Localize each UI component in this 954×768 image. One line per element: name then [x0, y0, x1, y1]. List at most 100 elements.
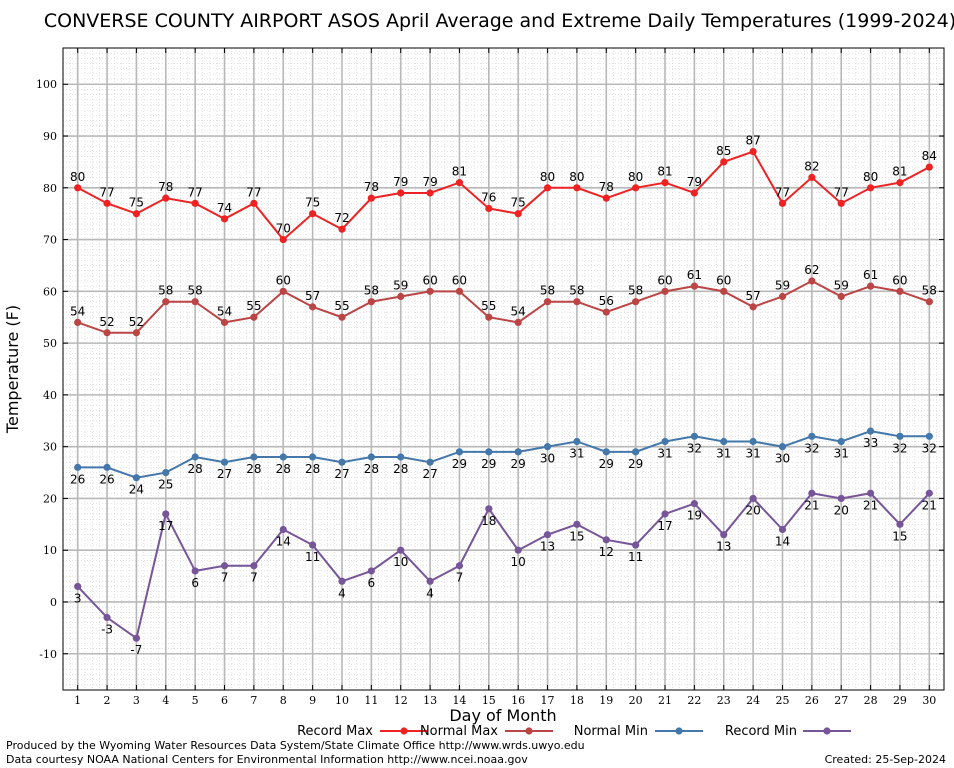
normal-max-data-label: 60 — [657, 273, 672, 287]
normal-min-point — [74, 463, 82, 471]
normal-max-point — [543, 298, 552, 306]
normal-min-point — [397, 453, 405, 461]
record-min-point — [632, 541, 640, 549]
record-min-point — [808, 489, 816, 497]
record-max-point — [367, 194, 375, 202]
record-max-point — [250, 199, 258, 207]
normal-max-data-label: 59 — [393, 279, 408, 293]
record-max-data-label: 78 — [599, 180, 614, 194]
record-max-data-label: 82 — [804, 159, 819, 173]
normal-min-point — [602, 448, 610, 456]
x-tick-label: 26 — [805, 694, 819, 707]
y-tick-label: 40 — [43, 389, 57, 402]
legend-label-normal-min: Normal Min — [574, 724, 648, 739]
record-min-data-label: 15 — [892, 529, 907, 543]
normal-min-data-label: 28 — [305, 462, 320, 476]
record-max-point — [279, 235, 287, 244]
normal-max-data-label: 58 — [569, 284, 584, 298]
y-tick-label: 70 — [43, 234, 57, 247]
record-max-point — [103, 199, 111, 207]
normal-min-point — [690, 432, 698, 440]
normal-max-point — [778, 292, 787, 301]
normal-min-data-label: 32 — [687, 441, 702, 455]
normal-min-data-label: 24 — [129, 483, 144, 497]
x-tick-label: 21 — [658, 694, 672, 707]
y-tick-label: 10 — [43, 544, 57, 557]
normal-max-data-label: 61 — [863, 268, 878, 282]
record-max-point — [220, 215, 229, 223]
record-min-point — [896, 520, 904, 528]
normal-max-line — [77, 279, 930, 334]
record-max-data-label: 79 — [393, 175, 408, 189]
normal-min-point — [426, 458, 434, 466]
normal-max-data-label: 58 — [158, 284, 173, 298]
record-min-point — [162, 510, 170, 518]
normal-min-point — [778, 443, 787, 451]
record-min-data-label: 14 — [276, 535, 291, 549]
normal-max-point — [866, 282, 875, 290]
x-tick-label: 25 — [775, 694, 789, 707]
record-max-data-label: 75 — [511, 196, 526, 210]
record-min-data-label: 6 — [368, 576, 376, 590]
legend-marker-record-min — [823, 727, 831, 735]
record-min-point — [309, 541, 317, 549]
y-tick-label: -10 — [39, 648, 57, 661]
normal-min-data-label: 31 — [657, 446, 672, 460]
legend-label-record-min: Record Min — [725, 724, 797, 739]
record-min-data-label: -7 — [130, 643, 142, 657]
y-tick-label: 30 — [43, 441, 57, 454]
x-tick-label: 11 — [364, 694, 378, 707]
legend-marker-record-max — [400, 727, 408, 735]
normal-min-data-label: 27 — [217, 467, 232, 481]
record-max-data-label: 74 — [217, 201, 232, 215]
normal-max-data-label: 62 — [804, 263, 819, 277]
record-max-point — [162, 194, 170, 202]
normal-min-point — [749, 437, 757, 446]
record-max-data-label: 79 — [687, 175, 702, 189]
normal-max-data-label: 55 — [246, 299, 261, 313]
record-max-data-label: 80 — [70, 170, 85, 184]
x-tick-label: 1 — [74, 694, 81, 707]
normal-min-data-label: 33 — [863, 436, 878, 450]
record-max-data-label: 79 — [422, 175, 437, 189]
series-normal-min: 26 26 24 25 28 27 28 28 28 27 28 28 27 29 29 29 30 31 29 29… — [70, 427, 937, 497]
normal-max-point — [191, 298, 199, 306]
record-min-data-label: 20 — [834, 503, 849, 517]
x-tick-label: 23 — [717, 694, 731, 707]
record-min-point — [837, 494, 845, 503]
record-min-point — [866, 489, 875, 497]
normal-min-data-label: 28 — [246, 462, 261, 476]
record-max-data-label: 72 — [334, 211, 349, 225]
record-max-data-label: 80 — [863, 170, 878, 184]
x-tick-label: 5 — [192, 694, 199, 707]
record-max-point — [925, 163, 933, 171]
x-tick-label: 7 — [250, 694, 257, 707]
normal-max-data-label: 55 — [481, 299, 496, 313]
record-max-point — [896, 179, 904, 187]
record-max-data-label: 85 — [716, 144, 731, 158]
x-tick-label: 4 — [162, 694, 169, 707]
record-max-data-label: 77 — [246, 185, 261, 199]
normal-max-point — [455, 287, 464, 295]
record-min-point — [397, 546, 405, 554]
footer-produced-by: Produced by the Wyoming Water Resources … — [6, 739, 585, 752]
record-min-data-label: -3 — [101, 623, 113, 637]
record-min-point — [367, 567, 375, 575]
y-tick-label: 80 — [43, 182, 57, 195]
normal-min-point — [455, 448, 464, 456]
normal-max-point — [720, 287, 728, 295]
record-max-data-label: 81 — [657, 165, 672, 179]
normal-max-point — [309, 303, 317, 311]
normal-min-point — [103, 463, 111, 471]
record-min-data-label: 4 — [426, 586, 434, 600]
record-min-data-label: 11 — [305, 550, 320, 564]
record-min-point — [103, 613, 111, 622]
record-min-data-label: 7 — [250, 571, 258, 585]
x-tick-label: 22 — [687, 694, 701, 707]
normal-max-point — [367, 298, 375, 306]
record-max-data-label: 84 — [922, 149, 937, 163]
record-max-point — [749, 147, 757, 156]
record-max-point — [602, 194, 610, 202]
record-max-data-label: 75 — [129, 196, 144, 210]
